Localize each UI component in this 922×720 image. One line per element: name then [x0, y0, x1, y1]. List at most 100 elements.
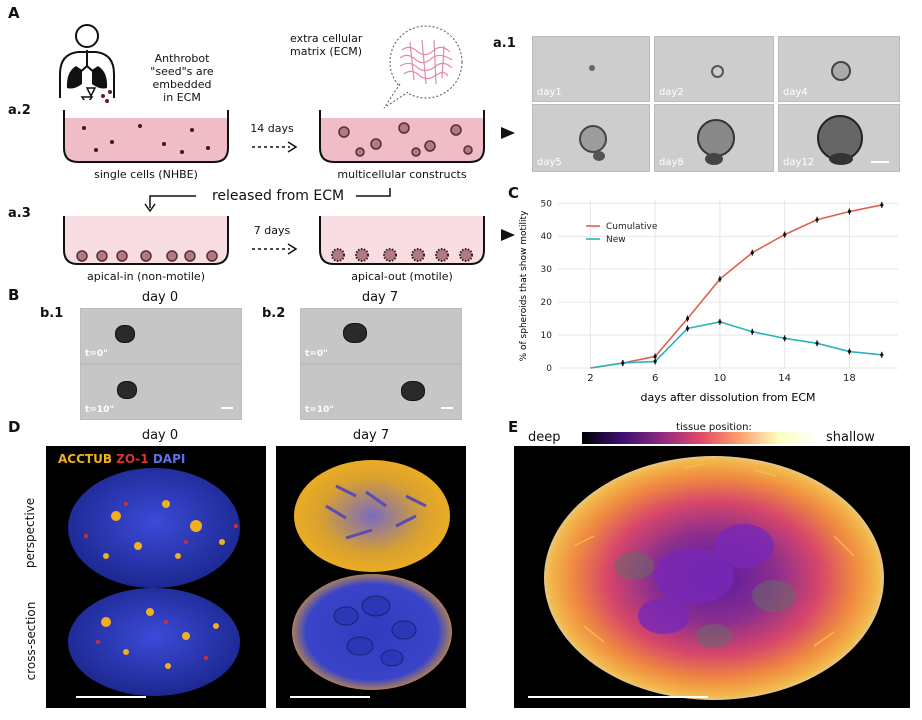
x-tick-label: 2: [587, 373, 593, 384]
d-day7-images: [276, 446, 466, 708]
data-point: [815, 341, 819, 345]
colorbar: [582, 432, 818, 444]
days-7-label: 7 days: [253, 224, 291, 237]
released-bracket: [144, 188, 391, 213]
series: [590, 201, 884, 369]
d-day0-label: day 0: [141, 428, 179, 443]
y-tick-label: 0: [546, 364, 552, 374]
panel-label-e: E: [508, 418, 519, 436]
b2-day-label: day 7: [361, 290, 399, 305]
colorbar-shallow-label: shallow: [826, 430, 875, 445]
legend: Cumulative New: [586, 222, 658, 245]
well-apical-out: [319, 216, 485, 265]
time-label: t=10": [305, 405, 335, 415]
lungs-icon: [59, 24, 115, 100]
legend-label: New: [606, 235, 626, 245]
row-label-cross-text: cross-section: [24, 601, 38, 681]
scale-bar: [221, 407, 233, 409]
panel-label-a1: a.1: [493, 36, 516, 51]
series-line-cumulative: [590, 204, 882, 369]
colorbar-deep-label: deep: [528, 430, 561, 445]
data-point: [653, 354, 657, 359]
b2-frame-t0: t=0": [300, 308, 462, 364]
data-point: [847, 349, 852, 354]
scale-bar: [76, 696, 146, 698]
x-tick-label: 6: [652, 373, 658, 384]
apical-in-label: apical-in (non-motile): [87, 270, 205, 283]
scale-bar: [290, 696, 370, 698]
panel-label-b1: b.1: [40, 306, 64, 321]
y-tick-label: 30: [541, 265, 553, 275]
data-point: [718, 320, 722, 324]
micrograph-label: day1: [537, 87, 562, 98]
micrograph-day1: day1: [532, 36, 650, 102]
scale-bar: [871, 161, 889, 163]
motility-chart: 0 10 20 30 40 50 2 6 10 14 18 Cumulative New % of s…: [519, 199, 898, 404]
scale-bar: [528, 696, 708, 698]
row-label-perspective-text: perspective: [23, 497, 37, 569]
stain-legend: ACCTUB ZO-1 DAPI: [58, 452, 185, 466]
spheroid-depth-render: [528, 456, 884, 700]
b1-frame-t0: t=0": [80, 308, 242, 364]
spheroid-day0: [68, 468, 240, 698]
data-point: [653, 359, 657, 364]
micrograph-label: day4: [783, 87, 808, 98]
x-tick-label: 18: [843, 373, 856, 384]
micrograph-day5: day5: [532, 104, 650, 172]
time-label: t=0": [305, 349, 328, 359]
ecm-caption-line2: matrix (ECM): [290, 45, 363, 58]
y-tick-label: 20: [541, 298, 553, 308]
stain-dapi: DAPI: [152, 452, 186, 466]
panel-label-c: C: [508, 184, 520, 202]
data-point: [750, 251, 754, 255]
stain-zo1: ZO-1: [116, 452, 149, 466]
arrow-7-days: [252, 243, 298, 255]
time-label: t=0": [85, 349, 108, 359]
seed-dots: [85, 87, 112, 103]
arrow-14-days: [252, 141, 298, 153]
ecm-caption: extra cellular matrix (ECM): [290, 32, 370, 58]
micrograph-label: day12: [783, 157, 815, 168]
triangle-arrow-a2: [501, 127, 515, 139]
data-point: [815, 218, 819, 222]
multicellular-label: multicellular constructs: [337, 168, 467, 181]
x-tick-label: 14: [778, 373, 791, 384]
micrograph-label: day2: [659, 87, 684, 98]
data-point: [880, 203, 884, 207]
well-single-cells: [63, 110, 229, 163]
micrograph-day8: day8: [654, 104, 774, 172]
time-label: t=10": [85, 405, 115, 415]
panel-label-b: B: [8, 286, 20, 304]
triangle-arrow-a3: [501, 229, 515, 241]
micrograph-day4: day4: [778, 36, 900, 102]
row-label-perspective: perspective: [20, 486, 40, 586]
well-apical-in: [63, 216, 229, 265]
panel-label-b2: b.2: [262, 306, 286, 321]
micrograph-day2: day2: [654, 36, 774, 102]
micrograph-day12: day12: [778, 104, 900, 172]
axes: 0 10 20 30 40 50 2 6 10 14 18: [541, 199, 856, 384]
data-point: [783, 336, 787, 340]
y-axis-label: % of spheroids that show motility: [519, 210, 529, 361]
legend-label: Cumulative: [606, 222, 658, 232]
seed-caption-line4: in ECM: [163, 91, 201, 104]
plot-background: [558, 200, 898, 368]
spheroid-day7: [290, 460, 452, 698]
data-point: [685, 326, 690, 331]
seed-caption-line3: embedded: [152, 78, 212, 91]
stain-acctub: ACCTUB: [58, 452, 112, 466]
d-day0-images: ACCTUB ZO-1 DAPI: [46, 446, 266, 708]
b1-frame-t10: t=10": [80, 364, 242, 420]
series-line-new: [590, 321, 882, 369]
days-14-label: 14 days: [250, 122, 294, 135]
colorbar-title: tissue position:: [676, 422, 752, 433]
seed-caption: Anthrobot "seed"s are embedded in ECM: [132, 52, 232, 104]
ecm-bubble: [383, 25, 463, 109]
row-label-cross-section: cross-section: [20, 586, 40, 696]
scale-bar: [441, 407, 453, 409]
y-tick-label: 40: [541, 232, 553, 242]
b2-frame-t10: t=10": [300, 364, 462, 420]
y-tick-label: 10: [541, 331, 553, 341]
x-tick-label: 10: [714, 373, 727, 384]
data-point: [685, 316, 690, 321]
